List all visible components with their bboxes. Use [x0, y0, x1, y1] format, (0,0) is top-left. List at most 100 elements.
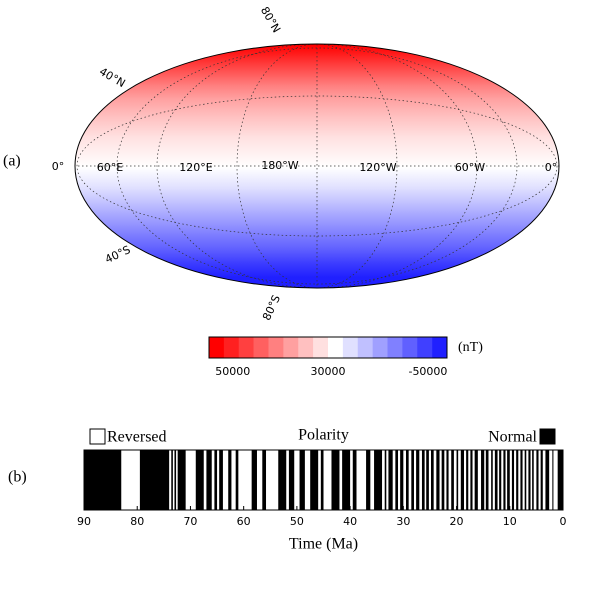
normal-chron: [456, 450, 459, 510]
x-tick-label: 10: [503, 515, 517, 528]
legend-swatch: [539, 428, 556, 445]
polarity-title: Polarity: [298, 427, 349, 444]
colorbar-cell: [342, 337, 359, 358]
x-tick-label: 50: [290, 515, 304, 528]
x-tick-label: 90: [77, 515, 91, 528]
colorbar-cell: [417, 337, 433, 358]
normal-chron: [557, 450, 563, 510]
normal-chron: [416, 450, 420, 510]
normal-chron: [320, 450, 324, 510]
colorbar-tick-label: -50000: [408, 365, 447, 378]
lon-label: 120°W: [359, 161, 396, 174]
normal-chron: [516, 450, 519, 510]
normal-chron: [310, 450, 319, 510]
x-tick-label: 0: [560, 515, 567, 528]
normal-chron: [552, 450, 554, 510]
lon-label: 180°W: [261, 159, 298, 172]
normal-chron: [251, 450, 257, 510]
panel-label: (b): [8, 469, 27, 486]
colorbar-cell: [209, 337, 225, 358]
normal-chron: [366, 450, 371, 510]
colorbar-cell: [402, 337, 418, 358]
normal-chron: [421, 450, 425, 510]
lon-label: 60°E: [97, 161, 123, 174]
normal-chron: [545, 450, 550, 510]
x-tick-label: 30: [396, 515, 410, 528]
colorbar-cell: [328, 337, 344, 358]
colorbar-tick-label: 30000: [311, 365, 346, 378]
lat-label: 40°N: [97, 65, 128, 90]
normal-chron: [470, 450, 473, 510]
panel-label: (a): [3, 153, 21, 170]
colorbar-cell: [313, 337, 329, 358]
lon-label: 60°W: [455, 161, 485, 174]
normal-chron: [405, 450, 409, 510]
colorbar-cell: [253, 337, 269, 358]
colorbar-cell: [387, 337, 403, 358]
normal-chron: [228, 450, 232, 510]
normal-chron: [466, 450, 469, 510]
normal-chron: [446, 450, 449, 510]
colorbar-cell: [372, 337, 388, 358]
normal-chron: [299, 450, 305, 510]
x-tick-label: 40: [343, 515, 357, 528]
colorbar-unit: (nT): [458, 340, 483, 355]
normal-chron: [195, 450, 204, 510]
x-axis-label: Time (Ma): [289, 536, 358, 553]
globe-outline: [74, 43, 560, 289]
normal-chron: [494, 450, 498, 510]
colorbar-cell: [223, 337, 240, 358]
normal-chron: [426, 450, 429, 510]
normal-chron: [540, 450, 543, 510]
lon-label: 0°: [52, 160, 65, 173]
normal-chron: [536, 450, 539, 510]
normal-chron: [520, 450, 523, 510]
normal-chron: [491, 450, 493, 510]
colorbar-cell: [432, 337, 448, 358]
colorbar-cell: [238, 337, 254, 358]
normal-chron: [436, 450, 440, 510]
x-tick-label: 60: [237, 515, 251, 528]
graticule: [75, 44, 559, 288]
lat-label: 80°N: [258, 4, 283, 35]
legend-swatch: [89, 428, 106, 445]
colorbar-frame: [208, 336, 448, 359]
normal-chron: [174, 450, 177, 510]
normal-chron: [451, 450, 454, 510]
normal-chron: [474, 450, 478, 510]
x-tick-label: 80: [130, 515, 144, 528]
colorbar-cell: [268, 337, 284, 358]
normal-chron: [288, 450, 295, 510]
colorbar-cell: [298, 337, 314, 358]
legend-label: Reversed: [107, 429, 167, 446]
normal-chron: [235, 450, 239, 510]
normal-chron: [528, 450, 531, 510]
normal-chron: [262, 450, 267, 510]
normal-chron: [511, 450, 515, 510]
lon-label: 120°E: [179, 161, 212, 174]
normal-chron: [278, 450, 287, 510]
normal-chron: [84, 450, 122, 510]
normal-chron: [499, 450, 502, 510]
normal-chron: [395, 450, 399, 510]
x-tick-label: 70: [183, 515, 197, 528]
lat-label: 80°S: [260, 293, 283, 323]
normal-chron: [532, 450, 534, 510]
normal-chron: [460, 450, 465, 510]
normal-chron: [352, 450, 357, 510]
normal-chron: [507, 450, 510, 510]
colorbar-cell: [283, 337, 299, 358]
normal-chron: [485, 450, 489, 510]
normal-chron: [524, 450, 527, 510]
normal-chron: [431, 450, 434, 510]
normal-chron: [481, 450, 485, 510]
colorbar-cell: [357, 337, 373, 358]
normal-chron: [388, 450, 393, 510]
normal-chron: [503, 450, 506, 510]
colorbar-tick-label: 50000: [215, 365, 250, 378]
map: [74, 43, 560, 289]
normal-chron: [331, 450, 340, 510]
normal-chron: [384, 450, 387, 510]
